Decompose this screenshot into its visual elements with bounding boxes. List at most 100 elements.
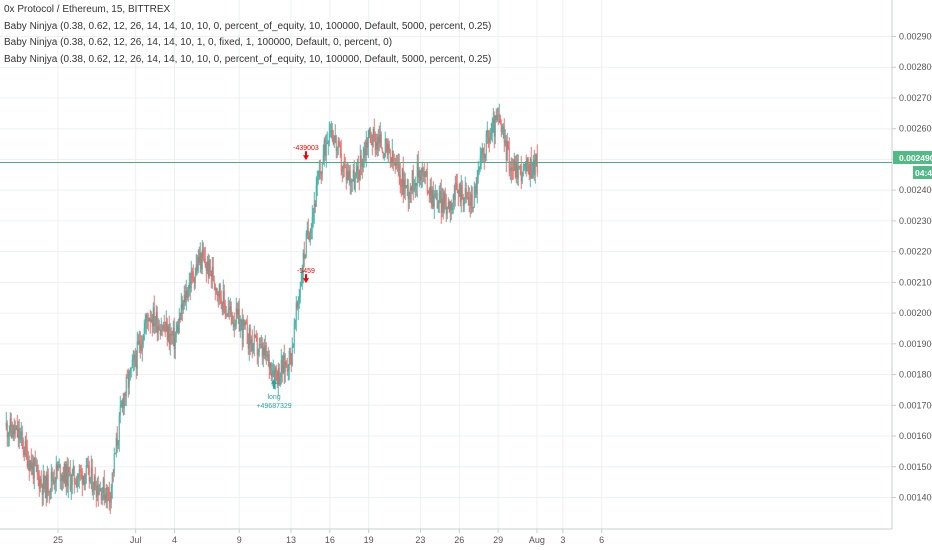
candle-body <box>13 424 15 434</box>
y-tick-label: 0.00200000 <box>899 308 932 318</box>
candle-body <box>393 162 395 164</box>
candle-body <box>499 115 501 125</box>
candle-body <box>511 167 513 170</box>
candle-body <box>349 170 351 183</box>
candle-body <box>164 328 166 331</box>
candle-body <box>323 139 325 156</box>
candle-body <box>404 179 406 189</box>
candle-body <box>236 308 238 315</box>
candle-body <box>117 441 119 446</box>
candle-body <box>507 141 509 148</box>
candle-body <box>116 437 118 446</box>
candle-body <box>400 185 402 187</box>
grid-lines <box>0 0 892 529</box>
candle-body <box>115 437 117 454</box>
candle-body <box>63 464 65 482</box>
candle-body <box>307 229 309 236</box>
candle-body <box>365 141 367 156</box>
candle-body <box>204 258 206 267</box>
candle-body <box>453 195 455 200</box>
candle-body <box>206 261 208 271</box>
candle-body <box>376 142 378 150</box>
x-tick-label: 13 <box>286 535 296 545</box>
candle-body <box>408 195 410 200</box>
candle-body <box>380 134 382 149</box>
candle-body <box>253 334 255 345</box>
candle-body <box>381 148 383 152</box>
candle-body <box>241 319 243 339</box>
x-tick-label: Jul <box>130 535 142 545</box>
candle-body <box>260 344 262 346</box>
candle-body <box>472 207 474 209</box>
candle-body <box>292 345 294 348</box>
candle-body <box>443 192 445 212</box>
candle-body <box>525 161 527 172</box>
candle-body <box>28 461 30 471</box>
candle-body <box>161 329 163 331</box>
candle-body <box>57 465 59 471</box>
candle-body <box>49 489 51 493</box>
study-legend-1[interactable]: Baby Ninjya (0.38, 0.62, 12, 26, 14, 14,… <box>4 20 492 32</box>
candle-body <box>274 367 276 381</box>
candle-body <box>24 440 26 455</box>
candle-body <box>265 345 267 358</box>
candle-body <box>217 293 219 296</box>
candle-body <box>269 362 271 369</box>
candle-body <box>122 399 124 408</box>
candle-body <box>286 365 288 372</box>
candle-body <box>296 302 298 308</box>
candle-body <box>126 377 128 378</box>
candle-body <box>185 290 187 303</box>
candle-body <box>159 329 161 335</box>
candle-body <box>391 151 393 163</box>
candle-body <box>100 488 102 501</box>
candle-body <box>433 195 435 208</box>
candle-body <box>302 253 304 275</box>
candle-body <box>318 171 320 178</box>
candle-body <box>239 322 241 332</box>
candle-body <box>69 471 71 490</box>
candle-body <box>392 151 394 163</box>
candle-body <box>55 464 57 482</box>
x-tick-label: Aug <box>529 535 545 545</box>
symbol-title[interactable]: 0x Protocol / Ethereum, 15, BITTREX <box>4 4 171 15</box>
y-tick-label: 0.00180000 <box>899 370 932 380</box>
candle-body <box>214 283 216 290</box>
candle-body <box>103 479 105 500</box>
candle-body <box>341 170 343 172</box>
y-tick-label: 0.00210000 <box>899 277 932 287</box>
study-legend-2[interactable]: Baby Ninjya (0.38, 0.62, 12, 26, 14, 14,… <box>4 37 393 48</box>
candle-body <box>320 173 322 174</box>
candle-body <box>58 464 60 466</box>
candle-body <box>267 354 269 356</box>
candle-body <box>495 115 497 121</box>
candle-body <box>412 170 414 190</box>
candle-body <box>112 472 114 474</box>
candle-body <box>510 167 512 172</box>
candle-body <box>418 170 420 178</box>
candle-body <box>534 160 536 176</box>
candle-body <box>83 475 85 485</box>
candle-body <box>216 288 218 294</box>
candle-body <box>64 464 66 487</box>
candle-body <box>373 129 375 135</box>
candle-body <box>176 325 178 332</box>
candle-body <box>232 322 234 324</box>
y-tick-label: 0.00280000 <box>899 62 932 72</box>
candle-body <box>475 186 477 194</box>
candle-body <box>493 118 495 137</box>
candle-body <box>308 235 310 241</box>
candle-body <box>107 487 109 490</box>
short-signal-arrow <box>303 151 309 161</box>
candle-body <box>36 464 38 472</box>
candle-body <box>347 171 349 180</box>
candle-body <box>486 130 488 133</box>
candle-body <box>415 182 417 186</box>
candle-body <box>125 377 127 396</box>
study-legend-3[interactable]: Baby Ninjya (0.38, 0.62, 12, 26, 14, 14,… <box>4 53 492 65</box>
candle-body <box>448 202 450 212</box>
candle-body <box>92 489 94 492</box>
candle-body <box>62 475 64 482</box>
candle-body <box>44 476 46 489</box>
